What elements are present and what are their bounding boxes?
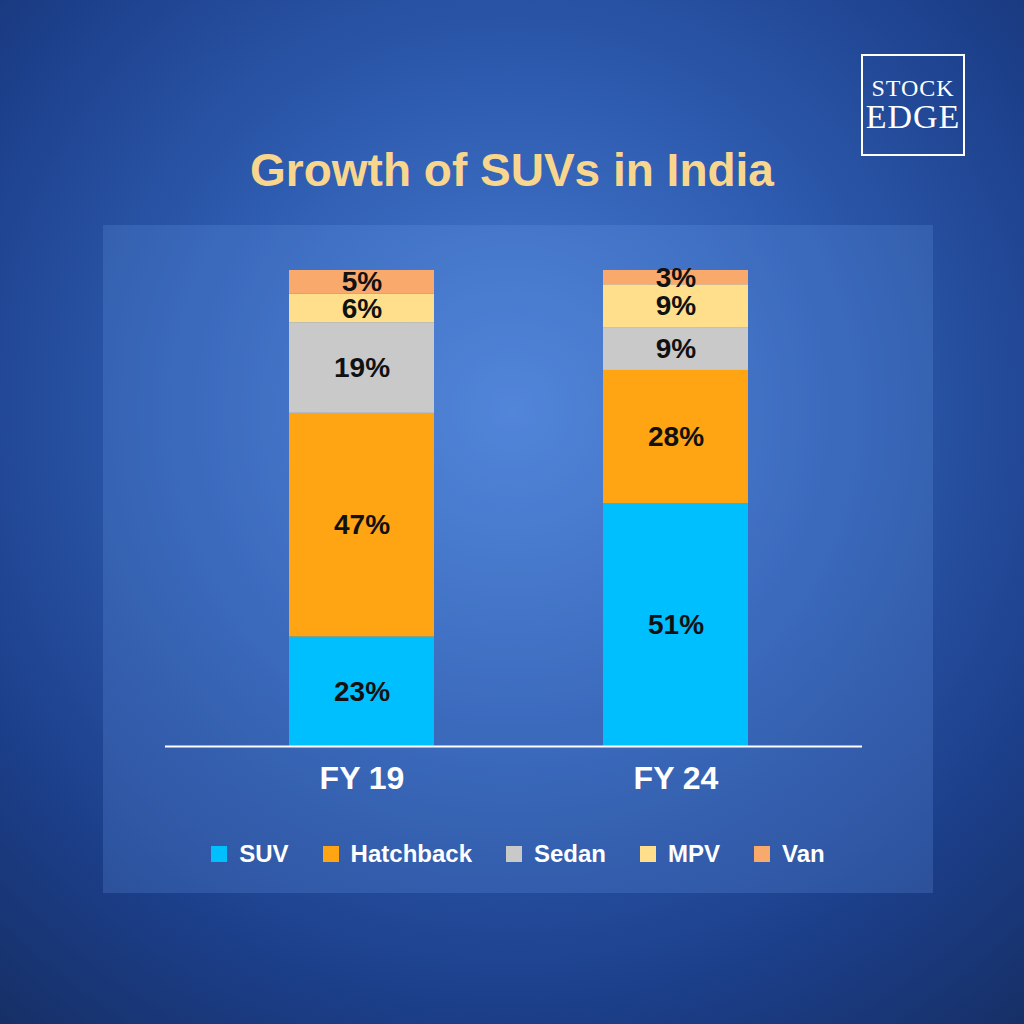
svg-text:6%: 6% bbox=[341, 292, 383, 324]
svg-text:19%: 19% bbox=[334, 352, 390, 383]
svg-text:9%: 9% bbox=[656, 333, 697, 364]
html-text:STOCK: STOCK bbox=[871, 75, 955, 101]
svg-text:28%: 28% bbox=[648, 421, 704, 452]
svg-text:FY 19: FY 19 bbox=[320, 760, 405, 796]
svg-text:23%: 23% bbox=[334, 676, 390, 707]
html-text:Growth of SUVs in India: Growth of SUVs in India bbox=[250, 144, 774, 196]
html-text:SUV: SUV bbox=[239, 840, 289, 867]
svg-text:47%: 47% bbox=[334, 509, 390, 540]
svg-text:5%: 5% bbox=[342, 266, 383, 297]
svg-text:3%: 3% bbox=[656, 262, 697, 293]
html-text:MPV: MPV bbox=[668, 840, 720, 867]
svg-text:51%: 51% bbox=[648, 609, 704, 640]
html-text:Van: Van bbox=[782, 840, 825, 867]
svg-text:FY 24: FY 24 bbox=[634, 760, 719, 796]
html-text:Hatchback: Hatchback bbox=[350, 840, 472, 867]
svg-text:9%: 9% bbox=[656, 290, 697, 321]
html-text:Sedan: Sedan bbox=[534, 840, 606, 867]
html-text:EDGE: EDGE bbox=[865, 98, 961, 135]
